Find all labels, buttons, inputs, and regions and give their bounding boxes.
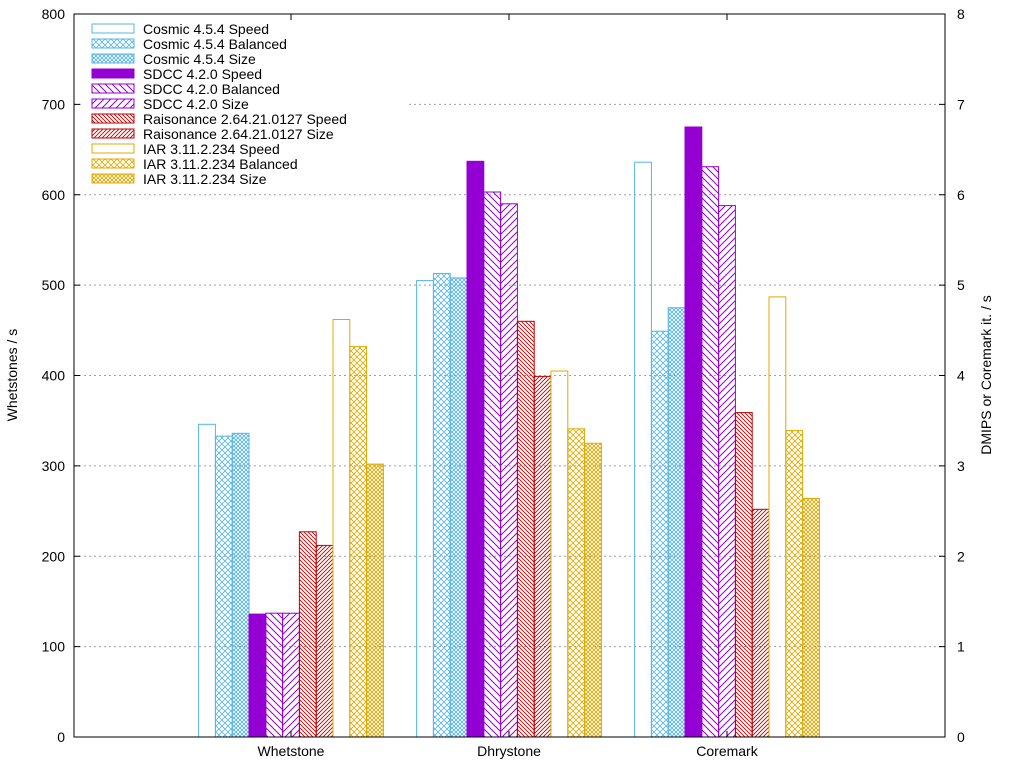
y2-tick-label: 4 bbox=[957, 368, 965, 384]
legend-label: SDCC 4.2.0 Speed bbox=[143, 66, 262, 82]
y-tick-label: 100 bbox=[42, 639, 66, 655]
bar-sdcc-4-2-0-balanced-whetstone bbox=[265, 612, 284, 738]
bar-raisonance-2-64-21-0127-size-whetstone bbox=[315, 544, 334, 738]
y-axis-ticks: 0 100 200 300 400 500 600 700 800 bbox=[42, 6, 80, 745]
bar-sdcc-4-2-0-size-coremark bbox=[718, 205, 736, 738]
x-axis-ticks: Whetstone Dhrystone Coremark bbox=[258, 14, 759, 759]
legend-swatch bbox=[91, 23, 135, 34]
legend-label: Cosmic 4.5.4 Speed bbox=[143, 21, 269, 37]
legend-swatch bbox=[91, 53, 135, 64]
bar-raisonance-2-64-21-0127-size-coremark bbox=[751, 508, 770, 738]
y-tick-label: 500 bbox=[42, 277, 66, 293]
bar-raisonance-2-64-21-0127-speed-whetstone bbox=[298, 531, 317, 738]
bar-cosmic-4-5-4-balanced-coremark bbox=[650, 330, 669, 738]
legend-label: Cosmic 4.5.4 Size bbox=[143, 51, 256, 67]
bar-sdcc-4-2-0-balanced-coremark bbox=[701, 166, 720, 738]
bar-raisonance-2-64-21-0127-size-dhrystone bbox=[533, 375, 552, 738]
legend-label: SDCC 4.2.0 Balanced bbox=[143, 81, 280, 97]
bar-cosmic-4-5-4-balanced-dhrystone bbox=[432, 272, 451, 738]
legend-label: IAR 3.11.2.234 Balanced bbox=[143, 156, 298, 172]
bar-sdcc-4-2-0-speed-dhrystone bbox=[466, 160, 485, 738]
legend-label: Raisonance 2.64.21.0127 Speed bbox=[143, 111, 347, 127]
legend-label: Raisonance 2.64.21.0127 Size bbox=[143, 126, 334, 142]
y2-tick-label: 0 bbox=[957, 729, 965, 745]
bar-iar-3-11-2-234-speed-whetstone bbox=[332, 319, 351, 738]
bar-iar-3-11-2-234-balanced-dhrystone bbox=[567, 428, 586, 738]
bar-sdcc-4-2-0-speed-whetstone bbox=[248, 613, 267, 738]
y2-axis-title: DMIPS or Coremark it. / s bbox=[978, 295, 994, 454]
y-tick-label: 800 bbox=[42, 6, 66, 22]
y2-axis-ticks: 0 1 2 3 4 5 6 7 8 bbox=[939, 6, 965, 745]
y-tick-label: 200 bbox=[42, 548, 66, 564]
bar-cosmic-4-5-4-size-dhrystone bbox=[449, 277, 468, 738]
legend-label: Cosmic 4.5.4 Balanced bbox=[143, 36, 287, 52]
x-tick-label: Coremark bbox=[696, 743, 758, 759]
y-axis-title: Whetstones / s bbox=[4, 329, 20, 422]
bars-group bbox=[198, 126, 820, 738]
legend-swatch bbox=[91, 143, 135, 154]
bar-iar-3-11-2-234-size-coremark bbox=[802, 497, 820, 738]
bar-sdcc-4-2-0-balanced-dhrystone bbox=[483, 191, 502, 738]
bar-cosmic-4-5-4-balanced-whetstone bbox=[214, 435, 233, 738]
y-tick-label: 300 bbox=[42, 458, 66, 474]
bar-cosmic-4-5-4-size-whetstone bbox=[231, 432, 250, 738]
legend-label: SDCC 4.2.0 Size bbox=[143, 96, 249, 112]
y2-tick-label: 8 bbox=[957, 6, 965, 22]
y2-tick-label: 7 bbox=[957, 96, 965, 112]
bar-iar-3-11-2-234-balanced-whetstone bbox=[349, 346, 368, 738]
bar-cosmic-4-5-4-speed-coremark bbox=[634, 161, 652, 738]
x-tick-label: Whetstone bbox=[258, 743, 325, 759]
legend-swatch bbox=[91, 128, 135, 139]
legend-swatch bbox=[91, 68, 135, 79]
y-tick-label: 0 bbox=[57, 729, 65, 745]
y2-tick-label: 5 bbox=[957, 277, 965, 293]
bar-cosmic-4-5-4-speed-dhrystone bbox=[416, 280, 434, 738]
y-tick-label: 400 bbox=[42, 368, 66, 384]
bar-iar-3-11-2-234-size-dhrystone bbox=[584, 442, 602, 738]
y-tick-label: 600 bbox=[42, 187, 66, 203]
bar-iar-3-11-2-234-speed-coremark bbox=[768, 296, 787, 738]
bar-iar-3-11-2-234-speed-dhrystone bbox=[550, 370, 569, 738]
bar-iar-3-11-2-234-balanced-coremark bbox=[785, 430, 804, 738]
y2-tick-label: 1 bbox=[957, 639, 965, 655]
bar-iar-3-11-2-234-size-whetstone bbox=[366, 463, 384, 738]
y2-tick-label: 6 bbox=[957, 187, 965, 203]
legend-swatch bbox=[91, 158, 135, 169]
legend-label: IAR 3.11.2.234 Speed bbox=[143, 141, 280, 157]
y2-tick-label: 2 bbox=[957, 548, 965, 564]
legend-swatch bbox=[91, 173, 135, 184]
legend-swatch bbox=[91, 113, 135, 124]
bar-raisonance-2-64-21-0127-speed-dhrystone bbox=[516, 320, 535, 738]
legend-background bbox=[84, 20, 406, 188]
bar-cosmic-4-5-4-size-coremark bbox=[667, 307, 686, 738]
x-tick-label: Dhrystone bbox=[477, 743, 541, 759]
y-tick-label: 700 bbox=[42, 96, 66, 112]
legend-swatch bbox=[91, 38, 135, 49]
y2-tick-label: 3 bbox=[957, 458, 965, 474]
bar-sdcc-4-2-0-speed-coremark bbox=[684, 126, 703, 738]
legend-swatch bbox=[91, 83, 135, 94]
legend-label: IAR 3.11.2.234 Size bbox=[143, 171, 267, 187]
legend-swatch bbox=[91, 98, 135, 109]
bar-sdcc-4-2-0-size-dhrystone bbox=[500, 203, 518, 738]
bar-sdcc-4-2-0-size-whetstone bbox=[282, 612, 300, 738]
bar-raisonance-2-64-21-0127-speed-coremark bbox=[734, 412, 753, 738]
bar-cosmic-4-5-4-speed-whetstone bbox=[198, 423, 216, 738]
